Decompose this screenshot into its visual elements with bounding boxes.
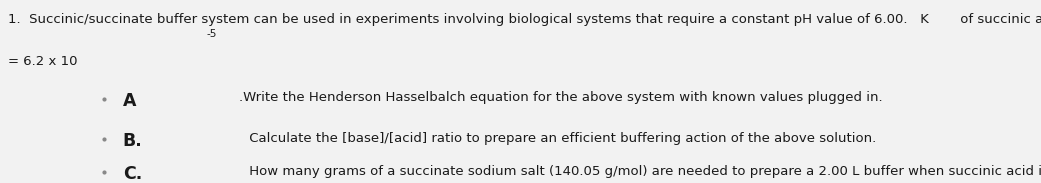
Text: B.: B. bbox=[123, 132, 143, 150]
Text: How many grams of a succinate sodium salt (140.05 g/mol) are needed to prepare a: How many grams of a succinate sodium sal… bbox=[245, 165, 1041, 178]
Text: .Write the Henderson Hasselbalch equation for the above system with known values: .Write the Henderson Hasselbalch equatio… bbox=[238, 92, 883, 104]
Text: of succinic acid: of succinic acid bbox=[956, 13, 1041, 26]
Text: 1.  Succinic/succinate buffer system can be used in experiments involving biolog: 1. Succinic/succinate buffer system can … bbox=[8, 13, 930, 26]
Text: Calculate the [base]/[acid] ratio to prepare an efficient buffering action of th: Calculate the [base]/[acid] ratio to pre… bbox=[245, 132, 877, 145]
Text: A: A bbox=[123, 92, 136, 109]
Text: -5: -5 bbox=[206, 29, 217, 39]
Text: = 6.2 x 10: = 6.2 x 10 bbox=[8, 55, 78, 68]
Text: C.: C. bbox=[123, 165, 142, 183]
